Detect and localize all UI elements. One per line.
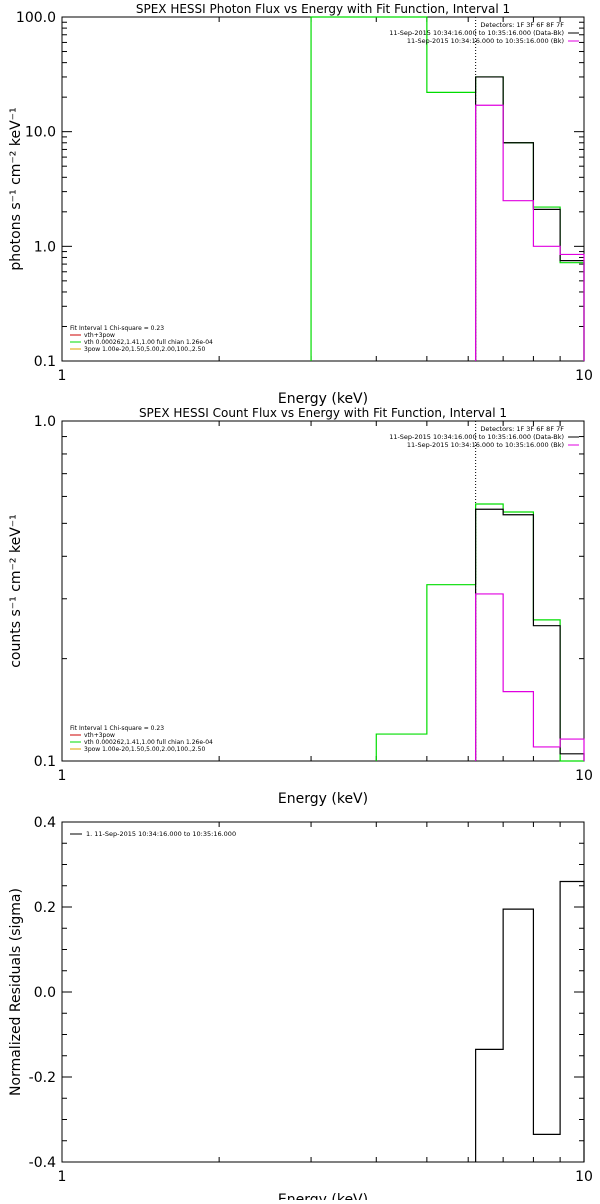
plot-3-xtick-label: 1 [58, 1169, 67, 1185]
plot-2-title: SPEX HESSI Count Flux vs Energy with Fit… [139, 406, 507, 420]
plot-1-info-line: 11-Sep-2015 10:34:16.000 to 10:35:16.000… [407, 37, 564, 45]
plot-1-fit-line: 3pow 1.00e-20,1.50,5.00,2.00,100.,2.50 [84, 346, 205, 353]
plot-2-ylabel: counts s⁻¹ cm⁻² keV⁻¹ [8, 514, 24, 668]
plot-1-ylabel: photons s⁻¹ cm⁻² keV⁻¹ [8, 107, 24, 270]
plot-3-frame [61, 821, 585, 1163]
plot-2-series-black [475, 508, 585, 761]
plot-1-series-green [310, 16, 585, 361]
plot-2-fit-line: 3pow 1.00e-20,1.50,5.00,2.00,100.,2.50 [84, 746, 205, 753]
plot-2-series-green [375, 503, 584, 762]
plot-3-ytick-label: 0.0 [34, 985, 56, 1001]
plot-1-series-black [475, 76, 585, 361]
plot-2-fit-line: vth 0.000262,1.41,1.00 full chian 1.26e-… [84, 739, 213, 746]
plot-3-ylabel: Normalized Residuals (sigma) [8, 888, 24, 1096]
plot-1-fit-line: vth+3pow [84, 332, 115, 339]
plot-1-frame [61, 16, 585, 362]
plot-1-ytick-label: 1.0 [34, 239, 56, 255]
plot-2-info-line: 11-Sep-2015 10:34:16.000 to 10:35:16.000… [389, 433, 564, 441]
plot-1-fit-line: vth 0.000262,1.41,1.00 full chian 1.26e-… [84, 339, 213, 346]
plot-2-frame [61, 420, 585, 762]
plot-3-ytick-label: -0.2 [29, 1070, 56, 1086]
plot-2-info-line: Detectors: 1F 3F 6F 8F 7F [480, 425, 564, 433]
plot-2-xtick-label: 10 [575, 768, 593, 784]
plot-1-ytick-label: 0.1 [34, 354, 56, 370]
plot-1-info-line: Detectors: 1F 3F 6F 8F 7F [480, 21, 564, 29]
plot-3-xtick-label: 10 [575, 1169, 593, 1185]
plot-2-xlabel: Energy (keV) [278, 791, 368, 807]
plot-1-title: SPEX HESSI Photon Flux vs Energy with Fi… [136, 2, 510, 16]
plot-2-series-magenta [475, 593, 585, 761]
plot-2-info-line: 11-Sep-2015 10:34:16.000 to 10:35:16.000… [407, 441, 564, 449]
plot-3-series-black [475, 880, 585, 1162]
plot-1-series-magenta [475, 104, 585, 361]
plot-1-info-line: 11-Sep-2015 10:34:16.000 to 10:35:16.000… [389, 29, 564, 37]
plot-2-ytick-label: 0.1 [34, 754, 56, 770]
plot-3-ytick-label: 0.4 [34, 815, 56, 831]
plot-3-legend: 1. 11-Sep-2015 10:34:16.000 to 10:35:16.… [86, 830, 236, 838]
plot-1-ytick-label: 10.0 [25, 125, 56, 141]
plot-3-ytick-label: -0.4 [29, 1155, 56, 1171]
plot-2-ytick-label: 1.0 [34, 414, 56, 430]
plot-3-xlabel: Energy (keV) [278, 1192, 368, 1200]
plot-1-xlabel: Energy (keV) [278, 391, 368, 407]
plot-2-fit-line: vth+3pow [84, 732, 115, 739]
plot-1-xtick-label: 1 [58, 368, 67, 384]
plot-3-ytick-label: 0.2 [34, 900, 56, 916]
plot-1-fit-line: Fit Interval 1 Chi-square = 0.23 [70, 325, 164, 332]
plot-1-ytick-label: 100.0 [16, 10, 56, 26]
plot-2-xtick-label: 1 [58, 768, 67, 784]
plot-1-xtick-label: 10 [575, 368, 593, 384]
plot-2-fit-line: Fit Interval 1 Chi-square = 0.23 [70, 725, 164, 732]
